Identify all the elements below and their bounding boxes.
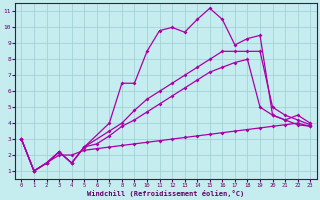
X-axis label: Windchill (Refroidissement éolien,°C): Windchill (Refroidissement éolien,°C) xyxy=(87,190,244,197)
